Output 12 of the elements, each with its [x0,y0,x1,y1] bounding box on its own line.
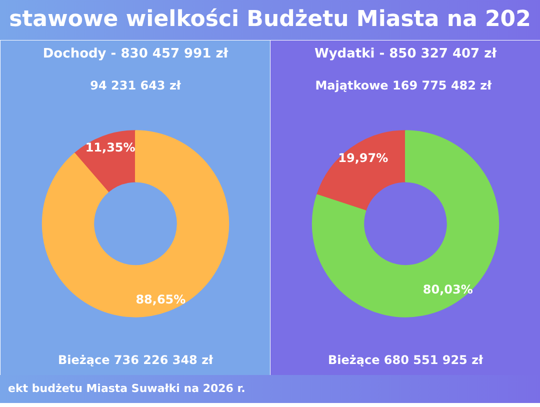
slice-label: Bieżące 680 551 925 zł [328,352,484,367]
chart-subtitle: Wydatki - 850 327 407 zł [314,46,498,62]
slice-label: Majątkowe 169 775 482 zł [315,78,492,93]
chart-subtitle: Dochody - 830 457 991 zł [42,46,230,62]
data-label: 11,35% [85,140,136,155]
data-label: 80,03% [422,282,473,296]
chart-title: stawowe wielkości Budżetu Miasta na 202 [9,6,531,34]
data-label: 88,65% [136,292,186,307]
data-label: 19,97% [338,151,388,166]
text: ekt budżetu Miasta Suwałki na 2026 r. [8,381,246,397]
slice-label: Bieżące 736 226 348 zł [58,352,214,367]
slice-label: 94 231 643 zł [90,78,182,93]
